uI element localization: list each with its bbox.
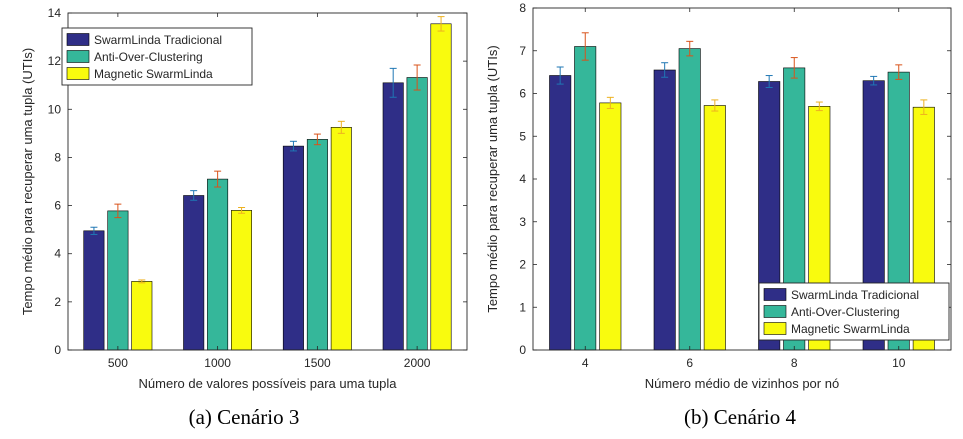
bar-swarmlinda-tradicional-500 [83,230,105,351]
y-tick-label-0: 0 [519,343,526,357]
legend-label-1: Anti-Over-Clustering [94,50,203,64]
bar-anti-over-clustering-1000 [207,178,229,351]
plot-frame [532,7,952,351]
y-tick-label-2: 2 [519,258,526,272]
y-tick-label-1: 1 [519,300,526,314]
bar-magnetic-swarmlinda-4 [599,102,622,351]
legend-label-1: Anti-Over-Clustering [791,305,900,319]
legend-swatch-2 [66,67,90,80]
y-tick-label-0: 0 [54,343,61,357]
y-tick-label-14: 14 [48,6,62,20]
y-tick-label-2: 2 [54,295,61,309]
x-tick-label-6: 6 [686,356,693,370]
x-tick-label-1000: 1000 [204,356,231,370]
bar-magnetic-swarmlinda-500 [131,281,153,351]
legend: SwarmLinda Tradicional Anti-Over-Clusteri… [61,27,253,86]
bar-magnetic-swarmlinda-6 [703,105,726,351]
legend-swatch-1 [763,305,787,318]
bar-magnetic-swarmlinda-2000 [430,23,452,351]
legend-label-0: SwarmLinda Tradicional [791,288,919,302]
bar-swarmlinda-tradicional-6 [653,69,676,351]
bar-anti-over-clustering-2000 [406,77,428,351]
bar-magnetic-swarmlinda-1000 [231,210,253,351]
y-tick-label-5: 5 [519,129,526,143]
y-tick-label-3: 3 [519,215,526,229]
y-axis-label: Tempo médio para recuperar uma tupla (UT… [485,45,500,312]
x-axis-label: Número médio de vizinhos por nó [645,376,839,391]
legend: SwarmLinda Tradicional Anti-Over-Clusteri… [758,282,950,341]
legend-label-2: Magnetic SwarmLinda [791,322,910,336]
x-tick-label-500: 500 [108,356,128,370]
legend-swatch-0 [763,288,787,301]
bar-magnetic-swarmlinda-1500 [330,127,352,351]
bar-anti-over-clustering-500 [107,210,129,351]
y-tick-label-7: 7 [519,44,526,58]
y-axis-label: Tempo médio para recuperar uma tupla (UT… [20,48,35,315]
legend-box [61,27,253,86]
y-tick-label-6: 6 [54,199,61,213]
bar-swarmlinda-tradicional-4 [549,75,572,351]
y-tick-label-8: 8 [519,1,526,15]
legend-box [758,282,950,341]
caption-scenario-4: (b) Cenário 4 [684,405,796,429]
caption-scenario-3: (a) Cenário 3 [188,405,300,429]
legend-swatch-2 [763,322,787,335]
bar-anti-over-clustering-6 [678,48,701,351]
x-tick-label-4: 4 [582,356,589,370]
x-axis-label: Número de valores possíveis para uma tup… [139,376,398,391]
y-tick-label-6: 6 [519,87,526,101]
x-tick-label-8: 8 [791,356,798,370]
y-tick-label-10: 10 [48,102,62,116]
bar-swarmlinda-tradicional-1000 [183,195,205,351]
y-tick-label-12: 12 [48,54,62,68]
x-tick-label-10: 10 [892,356,906,370]
x-tick-label-2000: 2000 [404,356,431,370]
x-tick-label-1500: 1500 [304,356,331,370]
legend-swatch-0 [66,33,90,46]
legend-label-2: Magnetic SwarmLinda [94,67,213,81]
chart-panel-2: 4 6 8 10 0 1 2 3 4 5 6 7 8 Número médio de vizinhos p… [485,1,952,391]
y-tick-label-4: 4 [519,172,526,186]
chart-panel-1: 500 1000 1500 2000 0 2 4 6 8 10 12 14 Número de valo… [20,6,468,391]
legend-swatch-1 [66,50,90,63]
bar-swarmlinda-tradicional-1500 [282,145,304,351]
legend-label-0: SwarmLinda Tradicional [94,33,222,47]
y-tick-label-4: 4 [54,247,61,261]
plot-frame [67,12,468,351]
y-tick-label-8: 8 [54,150,61,164]
bar-swarmlinda-tradicional-2000 [382,82,404,351]
bar-anti-over-clustering-1500 [306,139,328,351]
bar-anti-over-clustering-4 [574,46,597,351]
